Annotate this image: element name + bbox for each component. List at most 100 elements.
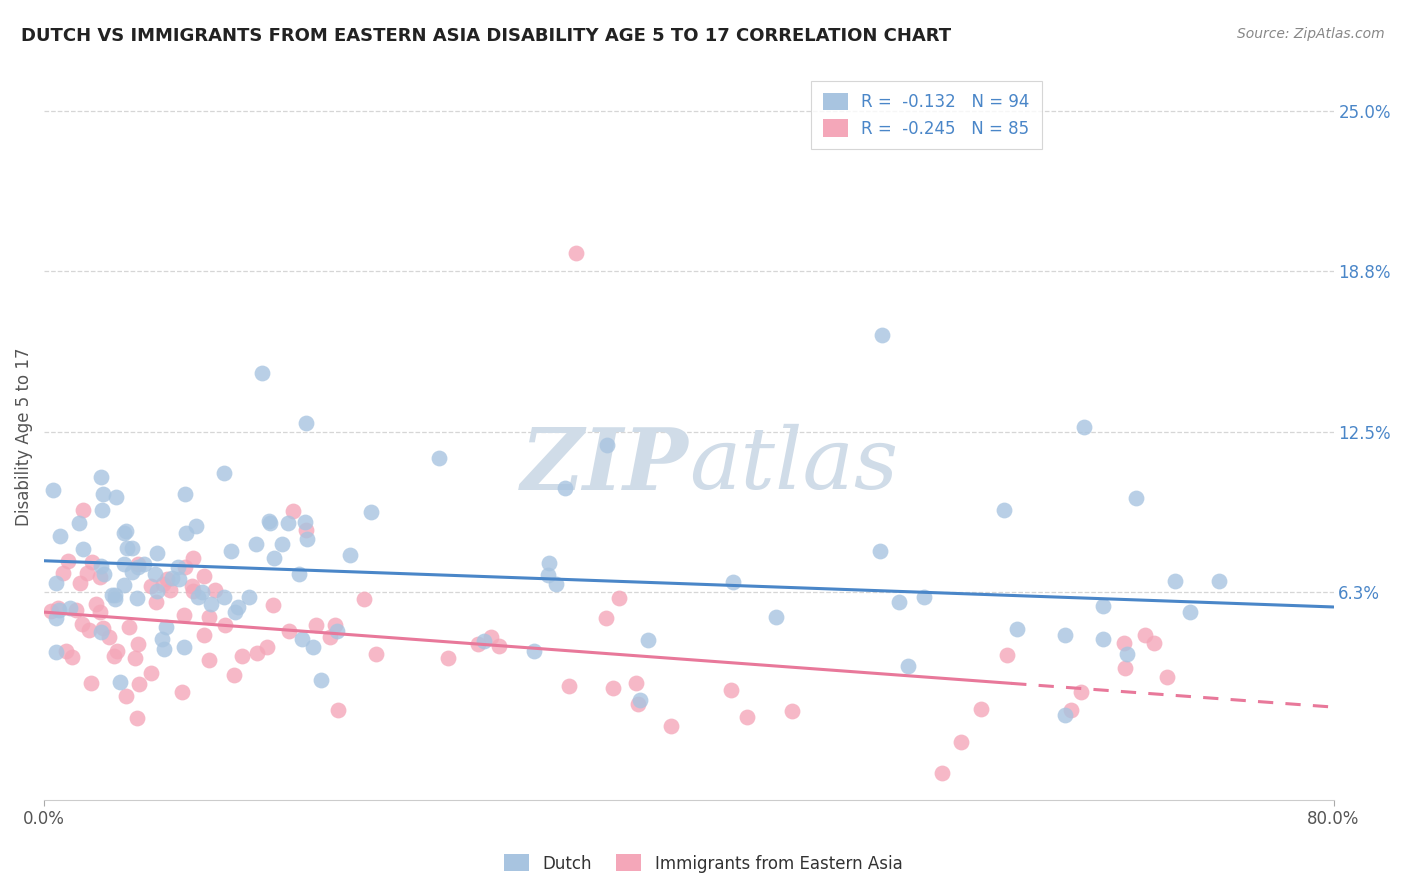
Point [103, 648, 125, 663]
Point [41, 483, 63, 497]
Point [69, 576, 91, 591]
Point [326, 624, 349, 638]
Point [117, 541, 139, 555]
Point [263, 550, 285, 565]
Point [259, 514, 281, 528]
Point [46, 601, 69, 615]
Point [127, 636, 149, 650]
Point [238, 591, 260, 605]
Point [44, 611, 66, 625]
Point [305, 618, 328, 632]
Point [523, 644, 546, 658]
Point [214, 618, 236, 632]
Point [295, 532, 318, 546]
Point [1143, 635, 1166, 649]
Point [104, 491, 127, 505]
Point [870, 327, 893, 342]
Point [197, 610, 219, 624]
Point [949, 735, 972, 749]
Point [250, 367, 273, 381]
Point [607, 591, 630, 606]
Point [121, 565, 143, 579]
Point [294, 416, 316, 430]
Point [152, 577, 174, 591]
Point [60, 649, 83, 664]
Point [262, 598, 284, 612]
Point [339, 548, 361, 562]
Point [931, 766, 953, 780]
Point [191, 585, 214, 599]
Point [256, 640, 278, 654]
Text: atlas: atlas [689, 424, 898, 507]
Point [228, 599, 250, 614]
Point [112, 578, 135, 592]
Point [993, 503, 1015, 517]
Point [145, 584, 167, 599]
Point [76, 566, 98, 580]
Point [970, 702, 993, 716]
Point [200, 597, 222, 611]
Point [114, 526, 136, 541]
Point [472, 633, 495, 648]
Point [193, 628, 215, 642]
Y-axis label: Disability Age 5 to 17: Disability Age 5 to 17 [15, 347, 32, 525]
Point [143, 566, 166, 581]
Point [84, 598, 107, 612]
Point [212, 591, 235, 605]
Point [602, 681, 624, 696]
Point [173, 607, 195, 622]
Point [150, 632, 173, 646]
Point [912, 590, 935, 604]
Point [48, 603, 70, 617]
Point [231, 648, 253, 663]
Point [127, 591, 149, 605]
Point [557, 679, 579, 693]
Point [167, 560, 190, 574]
Point [65, 603, 87, 617]
Point [318, 630, 340, 644]
Point [101, 587, 124, 601]
Point [1059, 703, 1081, 717]
Point [91, 487, 114, 501]
Point [80, 675, 103, 690]
Point [565, 245, 588, 260]
Point [271, 537, 294, 551]
Point [869, 544, 891, 558]
Point [121, 541, 143, 555]
Point [219, 543, 242, 558]
Point [637, 633, 659, 648]
Point [128, 676, 150, 690]
Point [170, 685, 193, 699]
Point [283, 503, 305, 517]
Point [246, 647, 269, 661]
Point [115, 689, 138, 703]
Point [1053, 628, 1076, 642]
Point [1125, 491, 1147, 505]
Point [173, 560, 195, 574]
Point [59, 601, 82, 615]
Point [224, 605, 246, 619]
Point [115, 524, 138, 538]
Point [488, 640, 510, 654]
Point [79, 624, 101, 638]
Point [437, 651, 460, 665]
Point [897, 658, 920, 673]
Point [90, 469, 112, 483]
Point [127, 560, 149, 574]
Point [366, 647, 388, 661]
Point [187, 591, 209, 605]
Point [159, 582, 181, 597]
Point [323, 617, 346, 632]
Point [104, 588, 127, 602]
Point [174, 487, 197, 501]
Point [162, 571, 184, 585]
Point [186, 519, 208, 533]
Point [193, 568, 215, 582]
Point [67, 516, 90, 530]
Point [294, 515, 316, 529]
Point [309, 673, 332, 687]
Point [301, 640, 323, 655]
Point [1116, 647, 1139, 661]
Point [204, 582, 226, 597]
Point [89, 606, 111, 620]
